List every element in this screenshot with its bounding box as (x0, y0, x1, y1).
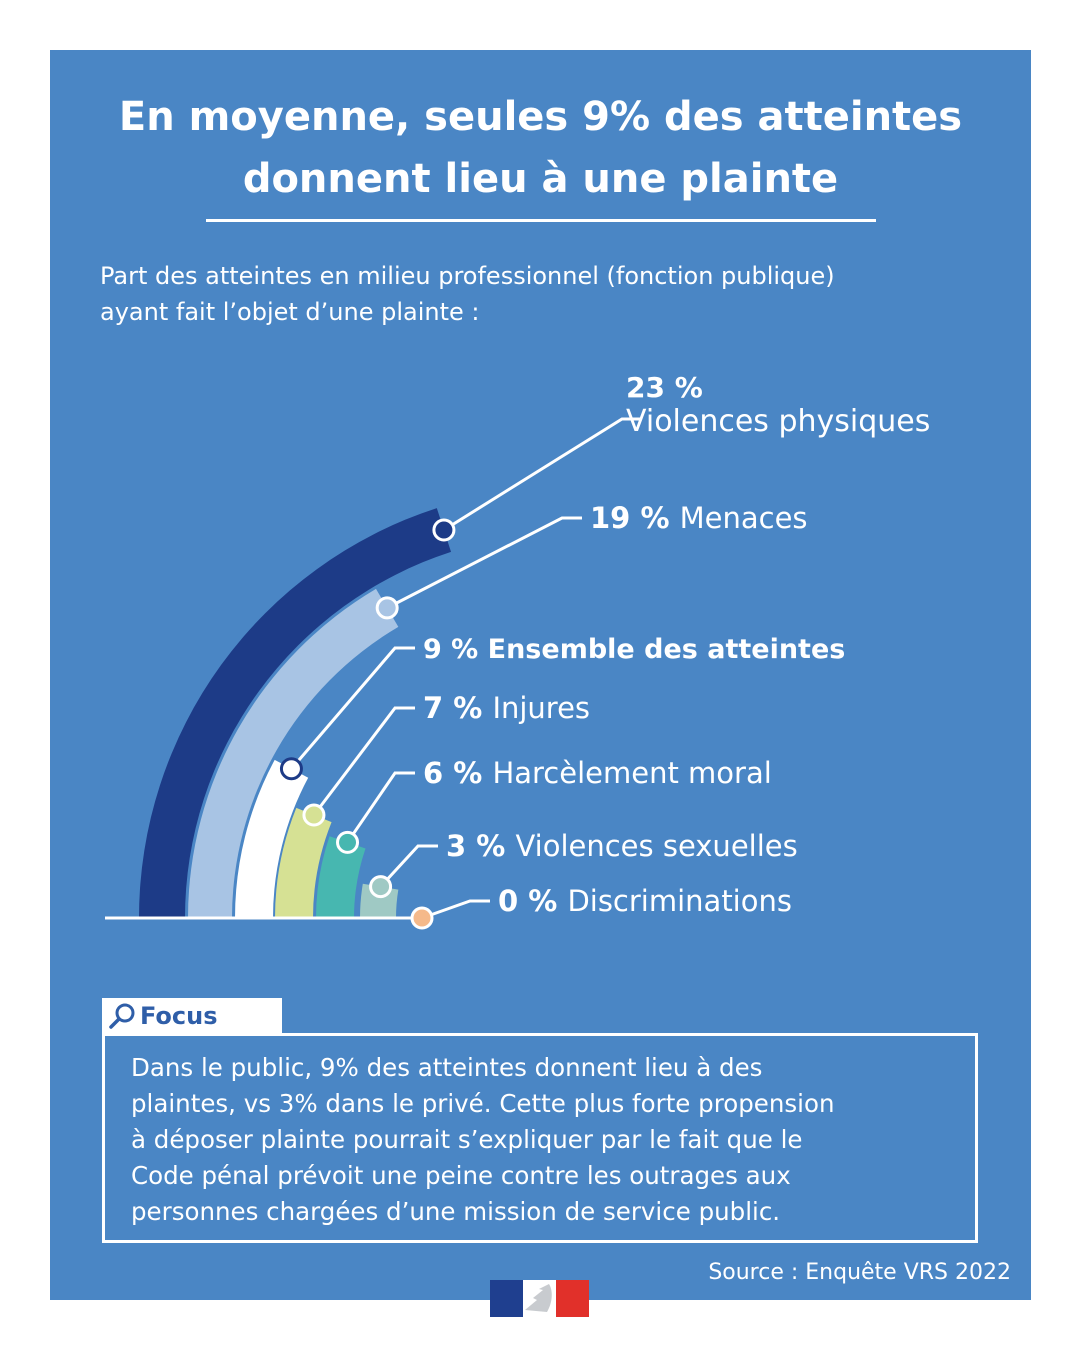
label-discriminations: 0 % Discriminations (498, 884, 792, 918)
source-note: Source : Enquête VRS 2022 (708, 1260, 1011, 1285)
magnifier-icon (109, 1003, 135, 1029)
value-label-harcelement-moral: 6 % (423, 756, 492, 790)
series-label-harcelement-moral: Harcèlement moral (492, 756, 771, 790)
focus-tab: Focus (102, 998, 282, 1034)
marker-harcelement-moral (336, 830, 360, 854)
marker-violences-sexuelles (369, 875, 393, 899)
marker-discriminations (410, 906, 434, 930)
marker-injures (302, 803, 326, 827)
bar-harcelement-moral (316, 836, 366, 918)
leader-ensemble-des-atteintes (290, 646, 415, 770)
series-label-injures: Injures (492, 691, 590, 725)
bar-menaces (188, 588, 399, 918)
value-label-violences-physiques: 23 % (626, 371, 703, 404)
radial-bar-chart: 23 %Violences physiques 19 % Menaces 9 % E… (105, 371, 930, 930)
value-label-menaces: 19 % (590, 501, 680, 535)
marker-violences-physiques (432, 518, 456, 542)
leader-menaces (386, 516, 582, 610)
title-underline (206, 219, 876, 222)
value-label-ensemble-des-atteintes: 9 % (423, 634, 488, 665)
series-label-violences-physiques: Violences physiques (626, 404, 930, 439)
value-label-injures: 7 % (423, 691, 492, 725)
marianne-logo (490, 1280, 589, 1317)
leader-harcelement-moral (346, 771, 415, 844)
infographic-panel: En moyenne, seules 9% des atteintes donn… (50, 50, 1031, 1300)
label-violences-sexuelles: 3 % Violences sexuelles (446, 829, 798, 863)
series-label-discriminations: Discriminations (567, 884, 792, 918)
series-label-menaces: Menaces (680, 501, 808, 535)
label-injures: 7 % Injures (423, 691, 590, 725)
bar-violences-physiques (139, 508, 452, 918)
focus-text-box: Dans le public, 9% des atteintes donnent… (102, 1033, 978, 1243)
bar-ensemble-des-atteintes (235, 759, 309, 918)
chart-subtitle: Part des atteintes en milieu professionn… (100, 262, 835, 326)
leader-violences-sexuelles (379, 844, 438, 888)
focus-label: Focus (140, 1002, 218, 1030)
series-label-ensemble-des-atteintes: Ensemble des atteintes (488, 634, 846, 665)
marker-menaces (375, 596, 399, 620)
label-menaces: 19 % Menaces (590, 501, 808, 535)
value-label-violences-sexuelles: 3 % (446, 829, 515, 863)
leader-discriminations (421, 899, 490, 920)
value-label-discriminations: 0 % (498, 884, 567, 918)
label-ensemble-des-atteintes: 9 % Ensemble des atteintes (423, 634, 845, 665)
leader-violences-physiques (443, 417, 642, 532)
series-label-violences-sexuelles: Violences sexuelles (515, 829, 797, 863)
label-harcelement-moral: 6 % Harcèlement moral (423, 756, 772, 790)
marker-ensemble-des-atteintes (279, 757, 303, 781)
bar-injures (275, 807, 332, 918)
leader-injures (312, 706, 415, 816)
page-title: En moyenne, seules 9% des atteintes donn… (118, 94, 963, 202)
